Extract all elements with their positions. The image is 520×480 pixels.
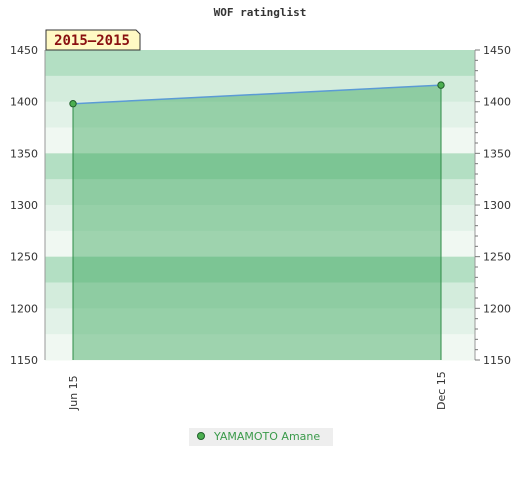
y-tick-label: 1450 [483,44,511,57]
y-tick-label: 1400 [483,96,511,109]
background-band [45,256,475,283]
x-tick-label: Dec 15 [435,371,448,410]
period-badge: 2015–2015 [45,29,141,51]
legend-label: YAMAMOTO Amane [213,430,320,443]
background-bands [45,50,475,361]
background-band [45,75,475,103]
y-tick-label: 1450 [10,44,38,57]
period-badge-text: 2015–2015 [54,33,130,49]
legend[interactable]: YAMAMOTO Amane [189,428,333,446]
series-line [72,84,442,105]
y-tick-label: 1350 [483,147,511,160]
background-band [45,205,475,232]
series-area [73,85,441,360]
x-axis: Jun 15 Dec 15 [67,371,448,411]
y-tick-label: 1150 [10,354,38,367]
y-tick-label: 1300 [10,199,38,212]
y-tick-label: 1150 [483,354,511,367]
y-axis-right: 1150 1200 1250 1300 1350 1400 1450 [474,44,511,367]
background-band [45,179,475,206]
y-tick-label: 1350 [10,147,38,160]
chart-title: WOF ratinglist [214,6,307,19]
background-band [45,230,475,258]
legend-marker-icon [197,432,205,440]
background-band [45,101,475,128]
y-axis-left: 1150 1200 1250 1300 1350 1400 1450 [10,44,46,367]
y-tick-label: 1250 [483,251,511,264]
y-tick-label: 1300 [483,199,511,212]
series-layer [69,81,445,108]
y-tick-label: 1200 [10,302,38,315]
area-layer [72,85,442,360]
x-tick-label: Jun 15 [67,375,80,411]
y-tick-label: 1200 [483,302,511,315]
y-tick-label: 1400 [10,96,38,109]
data-point[interactable] [69,100,77,108]
background-band [45,50,475,77]
background-band [45,282,475,309]
y-tick-label: 1250 [10,251,38,264]
background-band [45,308,475,335]
background-band [45,127,475,154]
data-point[interactable] [437,81,445,89]
background-band [45,153,475,180]
background-band [45,334,475,361]
